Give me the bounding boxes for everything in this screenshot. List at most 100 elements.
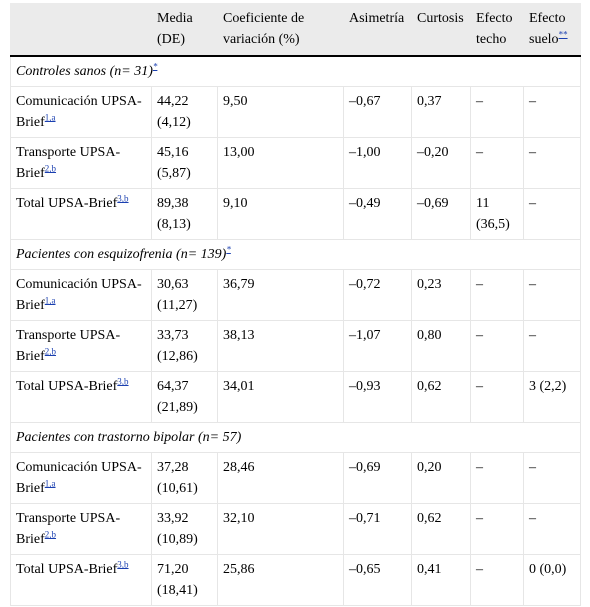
row-ref-link[interactable]: 1,a — [44, 295, 56, 306]
cell-asim: –1,00 — [343, 137, 412, 189]
cell-techo: – — [470, 269, 524, 321]
row-ref-link[interactable]: 3,b — [117, 559, 129, 570]
table-row: Comunicación UPSA-Brief1,a 37,28 (10,61) 2… — [10, 452, 581, 504]
header-cell-curtosis: Curtosis — [411, 3, 471, 57]
cell-curt: 0,62 — [411, 503, 471, 555]
cell-media: 44,22 (4,12) — [151, 86, 218, 138]
cell-media: 71,20 (18,41) — [151, 554, 218, 606]
row-label-cell: Transporte UPSA-Brief2,b — [10, 137, 152, 189]
table-row: Transporte UPSA-Brief2,b 33,92 (10,89) 32,… — [10, 503, 581, 555]
group-row: Pacientes con esquizofrenia (n= 139)* — [10, 239, 581, 270]
cell-techo: – — [470, 554, 524, 606]
table-row: Total UPSA-Brief3,b 64,37 (21,89) 34,01 –0,… — [10, 371, 581, 423]
table-row: Comunicación UPSA-Brief1,a 44,22 (4,12) 9,… — [10, 86, 581, 138]
row-ref-link[interactable]: 3,b — [117, 376, 129, 387]
group-title-cell: Pacientes con trastorno bipolar (n= 57) — [10, 422, 581, 453]
row-ref-link[interactable]: 1,a — [44, 478, 56, 489]
row-ref-link[interactable]: 2,b — [44, 163, 57, 174]
cell-suelo: – — [523, 188, 581, 240]
cell-curt: –0,20 — [411, 137, 471, 189]
cell-media: 37,28 (10,61) — [151, 452, 218, 504]
cell-asim: –1,07 — [343, 320, 412, 372]
cell-asim: –0,71 — [343, 503, 412, 555]
cell-suelo: 0 (0,0) — [523, 554, 581, 606]
group-title: Pacientes con trastorno bipolar (n= 57) — [16, 430, 242, 445]
cell-media: 33,73 (12,86) — [151, 320, 218, 372]
row-label: Comunicación UPSA-Brief — [16, 460, 142, 496]
cell-media: 45,16 (5,87) — [151, 137, 218, 189]
cell-curt: 0,80 — [411, 320, 471, 372]
row-ref-link[interactable]: 2,b — [44, 529, 57, 540]
group-ref-link[interactable]: * — [226, 244, 231, 255]
table-row: Total UPSA-Brief3,b 71,20 (18,41) 25,86 –0,… — [10, 554, 581, 606]
group-title: Controles sanos (n= 31) — [16, 64, 153, 79]
cell-curt: 0,23 — [411, 269, 471, 321]
cell-techo: – — [470, 452, 524, 504]
cell-media: 89,38 (8,13) — [151, 188, 218, 240]
row-label: Transporte UPSA-Brief — [16, 328, 121, 364]
row-label-cell: Transporte UPSA-Brief2,b — [10, 503, 152, 555]
row-ref-link[interactable]: 2,b — [44, 346, 57, 357]
cell-techo: 11 (36,5) — [470, 188, 524, 240]
cell-asim: –0,69 — [343, 452, 412, 504]
row-label-cell: Total UPSA-Brief3,b — [10, 188, 152, 240]
cell-asim: –0,93 — [343, 371, 412, 423]
header-suelo-label: Efecto suelo — [529, 11, 566, 47]
table-row: Transporte UPSA-Brief2,b 33,73 (12,86) 38,… — [10, 320, 581, 372]
cell-cv: 32,10 — [217, 503, 344, 555]
header-suelo-ref-link[interactable]: ** — [558, 29, 568, 40]
cell-cv: 36,79 — [217, 269, 344, 321]
group-ref-link[interactable]: * — [152, 61, 158, 72]
cell-suelo: – — [523, 503, 581, 555]
row-label: Total UPSA-Brief — [16, 379, 118, 394]
table-row: Comunicación UPSA-Brief1,a 30,63 (11,27) 3… — [10, 269, 581, 321]
cell-suelo: 3 (2,2) — [523, 371, 581, 423]
row-label: Transporte UPSA-Brief — [16, 145, 121, 181]
cell-media: 64,37 (21,89) — [151, 371, 218, 423]
cell-cv: 38,13 — [217, 320, 344, 372]
cell-techo: – — [470, 371, 524, 423]
cell-media: 33,92 (10,89) — [151, 503, 218, 555]
row-label-cell: Comunicación UPSA-Brief1,a — [10, 86, 152, 138]
row-label-cell: Total UPSA-Brief3,b — [10, 371, 152, 423]
cell-cv: 9,10 — [217, 188, 344, 240]
header-cell-techo: Efecto techo — [470, 3, 524, 57]
row-ref-link[interactable]: 3,b — [117, 193, 129, 204]
cell-suelo: – — [523, 269, 581, 321]
cell-suelo: – — [523, 86, 581, 138]
cell-suelo: – — [523, 452, 581, 504]
cell-asim: –0,49 — [343, 188, 412, 240]
cell-cv: 13,00 — [217, 137, 344, 189]
header-row: Media (DE) Coeficiente de variación (%) … — [10, 3, 581, 57]
header-cell-blank — [10, 3, 152, 57]
cell-curt: –0,69 — [411, 188, 471, 240]
header-cell-cv: Coeficiente de variación (%) — [217, 3, 344, 57]
cell-curt: 0,41 — [411, 554, 471, 606]
row-ref-link[interactable]: 1,a — [44, 112, 56, 123]
row-label-cell: Comunicación UPSA-Brief1,a — [10, 452, 152, 504]
cell-curt: 0,62 — [411, 371, 471, 423]
row-label: Comunicación UPSA-Brief — [16, 277, 142, 313]
group-title-cell: Controles sanos (n= 31)* — [10, 55, 581, 87]
row-label: Comunicación UPSA-Brief — [16, 94, 142, 130]
cell-cv: 9,50 — [217, 86, 344, 138]
row-label-cell: Transporte UPSA-Brief2,b — [10, 320, 152, 372]
group-row: Controles sanos (n= 31)* — [10, 55, 581, 87]
header-cell-suelo: Efecto suelo** — [523, 3, 581, 57]
table-row: Transporte UPSA-Brief2,b 45,16 (5,87) 13,0… — [10, 137, 581, 189]
cell-asim: –0,72 — [343, 269, 412, 321]
cell-techo: – — [470, 137, 524, 189]
cell-asim: –0,65 — [343, 554, 412, 606]
cell-techo: – — [470, 503, 524, 555]
cell-asim: –0,67 — [343, 86, 412, 138]
group-row: Pacientes con trastorno bipolar (n= 57) — [10, 422, 581, 453]
cell-suelo: – — [523, 137, 581, 189]
cell-curt: 0,20 — [411, 452, 471, 504]
row-label-cell: Comunicación UPSA-Brief1,a — [10, 269, 152, 321]
cell-cv: 28,46 — [217, 452, 344, 504]
row-label: Total UPSA-Brief — [16, 196, 118, 211]
cell-media: 30,63 (11,27) — [151, 269, 218, 321]
row-label: Transporte UPSA-Brief — [16, 511, 121, 547]
cell-cv: 25,86 — [217, 554, 344, 606]
cell-techo: – — [470, 320, 524, 372]
